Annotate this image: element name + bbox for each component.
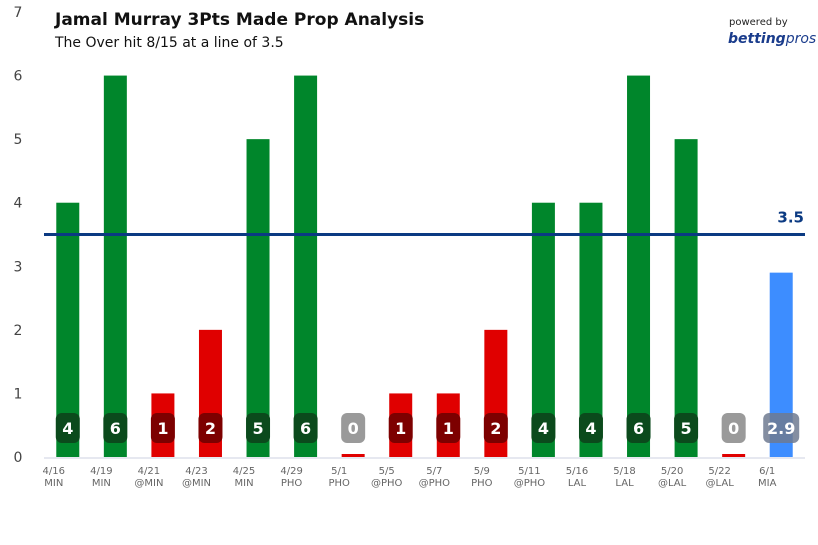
bar (294, 75, 318, 458)
x-tick-date: 4/23 (185, 466, 207, 477)
x-tick-opponent: @PHO (419, 478, 451, 489)
data-label-badge (246, 413, 271, 443)
logo-part-rest: pros (785, 31, 817, 47)
x-tick-date: 4/21 (138, 466, 160, 477)
data-label: 1 (443, 419, 454, 438)
data-label-badge (388, 413, 413, 443)
powered-by-text: powered by (729, 17, 788, 28)
data-label-badge (578, 413, 603, 443)
data-label: 2 (490, 419, 501, 438)
x-tick-opponent: @LAL (658, 478, 687, 489)
data-label-badge (626, 413, 651, 443)
x-tick-date: 4/25 (233, 466, 255, 477)
x-tick-date: 5/11 (518, 466, 540, 477)
data-label-badge (531, 413, 556, 443)
data-label: 4 (538, 419, 549, 438)
data-label-badge (150, 413, 175, 443)
x-tick-opponent: PHO (281, 478, 303, 489)
data-label: 5 (252, 419, 263, 438)
data-label: 1 (157, 419, 168, 438)
data-label-badge (103, 413, 128, 443)
data-label: 5 (681, 419, 692, 438)
bar (103, 75, 127, 458)
x-tick-opponent: @MIN (134, 478, 163, 489)
x-tick-opponent: LAL (615, 478, 634, 489)
x-tick-date: 5/1 (331, 466, 347, 477)
x-tick-date: 6/1 (759, 466, 775, 477)
data-label: 0 (728, 419, 739, 438)
prop-line-label: 3.5 (777, 209, 804, 227)
x-tick-date: 5/9 (474, 466, 490, 477)
x-tick-opponent: MIN (235, 478, 254, 489)
data-label-badge (721, 413, 746, 443)
x-tick-opponent: PHO (471, 478, 493, 489)
x-tick-opponent: MIN (44, 478, 63, 489)
data-label-badge (436, 413, 461, 443)
chart-title: Jamal Murray 3Pts Made Prop Analysis (55, 10, 425, 30)
x-tick-opponent: @PHO (514, 478, 546, 489)
data-label-badge (293, 413, 318, 443)
data-label: 2 (205, 419, 216, 438)
bar (674, 139, 698, 457)
bettingpros-logo: bettingpros (728, 31, 816, 47)
data-label: 4 (62, 419, 73, 438)
bar (531, 202, 555, 457)
bar (341, 454, 365, 457)
x-tick-opponent: LAL (568, 478, 587, 489)
data-label: 1 (395, 419, 406, 438)
x-tick-opponent: MIN (92, 478, 111, 489)
chart-subtitle: The Over hit 8/15 at a line of 3.5 (55, 35, 284, 51)
x-tick-opponent: @PHO (371, 478, 403, 489)
data-label-badge (341, 413, 366, 443)
x-tick-opponent: @LAL (706, 478, 735, 489)
y-tick-label: 4 (14, 196, 23, 212)
x-tick-opponent: @MIN (182, 478, 211, 489)
y-tick-label: 1 (14, 386, 23, 402)
x-tick-opponent: PHO (328, 478, 350, 489)
x-tick-date: 5/5 (379, 466, 395, 477)
data-label-badge (763, 413, 800, 443)
x-tick-date: 4/29 (280, 466, 302, 477)
data-label: 6 (633, 419, 644, 438)
x-tick-date: 5/20 (661, 466, 683, 477)
x-tick-date: 5/18 (613, 466, 635, 477)
logo-part-bold: betting (728, 31, 786, 47)
bar (769, 272, 793, 457)
x-tick-date: 5/16 (566, 466, 588, 477)
x-tick-date: 4/16 (43, 466, 65, 477)
y-tick-label: 7 (14, 5, 23, 21)
bar (722, 454, 746, 457)
y-tick-label: 2 (14, 323, 23, 339)
bar (579, 202, 603, 457)
y-tick-label: 6 (14, 69, 23, 85)
data-label-badge (483, 413, 508, 443)
data-label: 4 (585, 419, 596, 438)
bar (246, 139, 270, 457)
data-label-badge (674, 413, 699, 443)
data-label: 6 (110, 419, 121, 438)
x-tick-date: 5/22 (708, 466, 730, 477)
y-tick-label: 0 (14, 450, 23, 466)
x-tick-date: 4/19 (90, 466, 112, 477)
data-label-badge (198, 413, 223, 443)
x-tick-date: 5/7 (426, 466, 442, 477)
data-label-badge (55, 413, 80, 443)
y-tick-label: 5 (14, 132, 23, 148)
x-tick-opponent: MIA (758, 478, 777, 489)
data-label: 2.9 (767, 419, 795, 438)
bar (627, 75, 651, 458)
y-tick-label: 3 (14, 259, 23, 275)
data-label: 0 (348, 419, 359, 438)
data-label: 6 (300, 419, 311, 438)
bar (56, 202, 80, 457)
